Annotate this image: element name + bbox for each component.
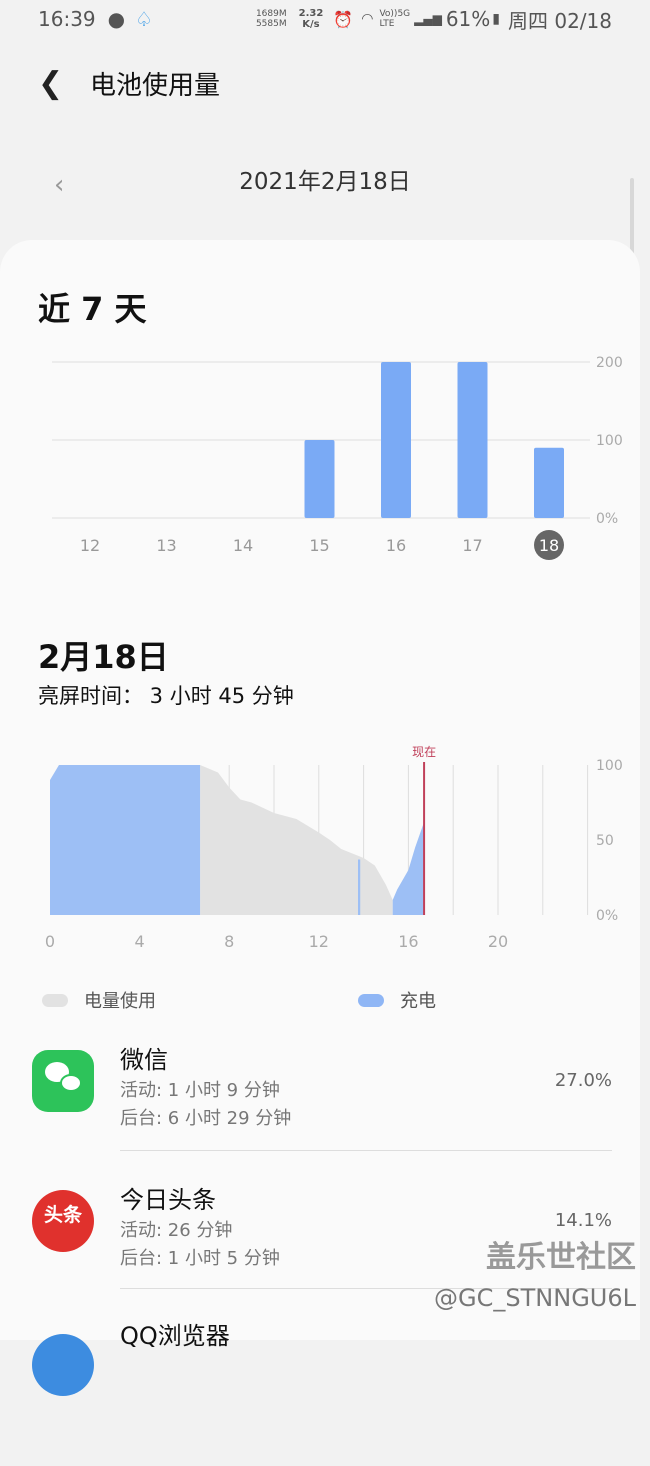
divider bbox=[120, 1150, 612, 1151]
wechat-icon bbox=[32, 1050, 94, 1112]
watermark-title: 盖乐世社区 bbox=[486, 1240, 636, 1275]
mem-total: 5585M bbox=[255, 19, 287, 29]
x-tick-label: 8 bbox=[224, 932, 234, 951]
bar bbox=[457, 362, 488, 518]
legend-charge-swatch bbox=[358, 993, 384, 1007]
week-title: 近 7 天 bbox=[38, 290, 147, 328]
legend-usage-swatch bbox=[42, 993, 68, 1007]
signal-icon: ▂▄▆ bbox=[414, 12, 442, 26]
watermark-user: @GC_STNNGU6L bbox=[434, 1284, 636, 1312]
x-tick-label: 16 bbox=[386, 536, 406, 555]
app-percent: 27.0% bbox=[554, 1070, 612, 1091]
volte-label: Vo))5G bbox=[379, 9, 411, 19]
selected-date: 2021年2月18日 bbox=[239, 169, 411, 195]
charge-area bbox=[392, 822, 425, 915]
page-title: 电池使用量 bbox=[90, 70, 221, 101]
app-active-time: 活动: 26 分钟 bbox=[120, 1220, 233, 1241]
app-name: 微信 bbox=[120, 1046, 168, 1074]
chevron-left-icon[interactable]: ‹ bbox=[54, 170, 65, 200]
screen-time: 亮屏时间： 3 小时 45 分钟 bbox=[38, 684, 294, 708]
app-name: QQ浏览器 bbox=[120, 1322, 230, 1350]
x-tick-label: 13 bbox=[156, 536, 176, 555]
daily-battery-chart: 现在 0 4 8 12 16 20 0% 50 100 bbox=[45, 745, 623, 951]
x-tick-label: 14 bbox=[233, 536, 253, 555]
toutiao-icon-text: 头条 bbox=[43, 1204, 82, 1226]
legend-charge: 充电 bbox=[358, 987, 436, 1013]
now-label: 现在 bbox=[412, 745, 436, 759]
x-tick-label: 15 bbox=[309, 536, 329, 555]
app-name: 今日头条 bbox=[120, 1186, 216, 1214]
app-active-time: 活动: 1 小时 9 分钟 bbox=[120, 1080, 280, 1101]
wifi-icon: ◠ bbox=[361, 11, 374, 27]
y-tick-label: 100 bbox=[596, 433, 623, 449]
mem-used: 1689M bbox=[255, 9, 287, 19]
divider bbox=[120, 1288, 612, 1289]
x-tick-label: 20 bbox=[488, 932, 508, 951]
usage-area bbox=[200, 765, 393, 915]
app-item-qqbrowser[interactable]: QQ浏览器 bbox=[0, 1322, 640, 1466]
weekly-bar-chart: 0% 100 200 12 13 14 15 16 17 18 bbox=[52, 355, 623, 560]
status-date: 周四 02/18 bbox=[508, 8, 612, 33]
x-tick-label: 17 bbox=[462, 536, 482, 555]
x-tick-label: 12 bbox=[80, 536, 100, 555]
lte-label: LTE bbox=[379, 19, 395, 29]
net-speed: 2.32 bbox=[298, 8, 324, 19]
bar bbox=[534, 447, 564, 518]
y-tick-label: 50 bbox=[596, 833, 614, 849]
selected-day-marker bbox=[534, 530, 564, 560]
toutiao-icon: 头条 bbox=[32, 1190, 94, 1252]
x-tick-label: 12 bbox=[309, 932, 329, 951]
battery-percent: 61% bbox=[445, 7, 491, 31]
content-card: 近 7 天 0% 100 200 12 13 14 15 16 17 18 2月18日 亮屏时间：… bbox=[0, 240, 640, 1396]
date-nav: ‹ 2021年2月18日 bbox=[0, 128, 650, 238]
bar bbox=[381, 362, 411, 518]
y-tick-label: 100 bbox=[596, 758, 623, 774]
x-tick-label: 0 bbox=[45, 932, 55, 951]
charge-area bbox=[50, 765, 201, 915]
x-tick-label: 4 bbox=[135, 932, 145, 951]
header: ❮ 电池使用量 bbox=[0, 38, 650, 128]
legend-usage: 电量使用 bbox=[42, 987, 156, 1013]
app-percent: 14.1% bbox=[554, 1210, 612, 1231]
wechat-notification-icon: ● bbox=[107, 7, 126, 31]
x-tick-label: 18 bbox=[539, 536, 559, 555]
clock: 16:39 bbox=[38, 7, 96, 31]
status-bar: 16:39 ● ♤ 1689M 5585M 2.32 K/s ⏰ ◠ Vo))5G L… bbox=[0, 0, 650, 38]
bar bbox=[304, 440, 335, 518]
battery-charging-icon: ▮ bbox=[492, 11, 500, 27]
qq-browser-icon bbox=[32, 1334, 94, 1396]
y-tick-label: 200 bbox=[596, 355, 623, 371]
y-tick-label: 0% bbox=[596, 908, 618, 924]
charge-area bbox=[358, 859, 361, 915]
app-item-toutiao[interactable]: 头条 今日头条 活动: 26 分钟 后台: 1 小时 5 分钟 14.1% bbox=[0, 1186, 640, 1330]
alarm-icon: ⏰ bbox=[333, 9, 354, 29]
qq-notification-icon: ♤ bbox=[135, 7, 154, 31]
app-background-time: 后台: 6 小时 29 分钟 bbox=[120, 1108, 292, 1129]
legend-charge-label: 充电 bbox=[400, 991, 436, 1012]
day-title: 2月18日 bbox=[38, 638, 169, 676]
net-speed-unit: K/s bbox=[302, 19, 320, 30]
legend-usage-label: 电量使用 bbox=[84, 991, 156, 1012]
app-item-wechat[interactable]: 微信 活动: 1 小时 9 分钟 后台: 6 小时 29 分钟 27.0% bbox=[0, 1046, 640, 1190]
x-tick-label: 16 bbox=[398, 932, 418, 951]
app-background-time: 后台: 1 小时 5 分钟 bbox=[120, 1248, 280, 1269]
back-arrow-icon[interactable]: ❮ bbox=[38, 65, 64, 101]
y-tick-label: 0% bbox=[596, 511, 618, 527]
